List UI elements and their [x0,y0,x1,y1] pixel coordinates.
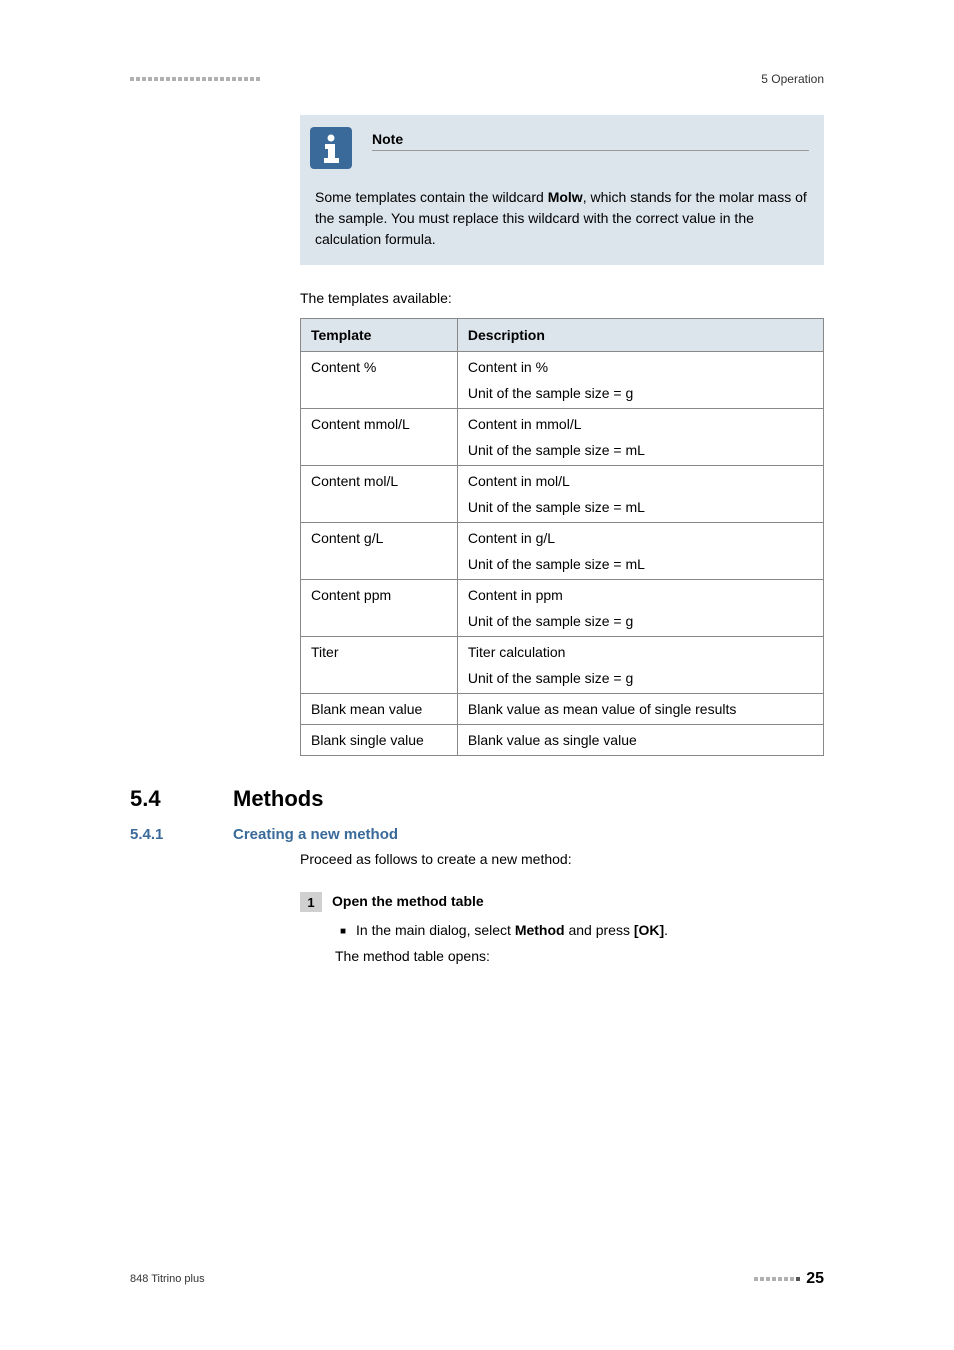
template-desc: Content in ppm Unit of the sample size =… [457,580,823,637]
info-icon [310,127,352,169]
template-desc: Blank value as single value [457,725,823,756]
table-row: Content mmol/L Content in mmol/L Unit of… [301,409,824,466]
method-intro: Proceed as follows to create a new metho… [300,849,824,870]
table-row: Content ppm Content in ppm Unit of the s… [301,580,824,637]
bullet-text: In the main dialog, select Method and pr… [356,922,668,938]
section-number: 5.4 [130,786,185,812]
template-name: Content ppm [301,580,458,637]
subsection-number: 5.4.1 [130,826,195,843]
template-desc: Content in g/L Unit of the sample size =… [457,523,823,580]
subsection-title: Creating a new method [233,826,398,843]
step-bullet: ■ In the main dialog, select Method and … [340,922,824,938]
note-box: Note Some templates contain the wildcard… [300,115,824,265]
table-row: Content mol/L Content in mol/L Unit of t… [301,466,824,523]
template-desc: Content in mol/L Unit of the sample size… [457,466,823,523]
note-text-pre: Some templates contain the wildcard [315,189,548,205]
template-name: Content % [301,352,458,409]
template-desc: Content in % Unit of the sample size = g [457,352,823,409]
templates-table: Template Description Content % Content i… [300,318,824,756]
table-row: Content % Content in % Unit of the sampl… [301,352,824,409]
header-decoration [130,77,260,81]
page-number: 25 [806,1270,824,1288]
footer-decoration [754,1277,800,1281]
template-desc: Titer calculation Unit of the sample siz… [457,637,823,694]
templates-intro: The templates available: [300,290,824,306]
note-title: Note [372,131,809,151]
template-name: Blank mean value [301,694,458,725]
template-name: Blank single value [301,725,458,756]
note-text-bold: Molw [548,189,583,205]
table-row: Titer Titer calculation Unit of the samp… [301,637,824,694]
footer-product: 848 Titrino plus [130,1273,205,1285]
template-name: Content mol/L [301,466,458,523]
note-body: Some templates contain the wildcard Molw… [300,169,824,265]
table-row: Content g/L Content in g/L Unit of the s… [301,523,824,580]
table-row: Blank mean value Blank value as mean val… [301,694,824,725]
bullet-icon: ■ [340,922,346,938]
template-desc: Content in mmol/L Unit of the sample siz… [457,409,823,466]
col-template-header: Template [301,319,458,352]
step-number: 1 [300,892,322,912]
template-desc: Blank value as mean value of single resu… [457,694,823,725]
step-followup: The method table opens: [335,948,824,964]
header-section: 5 Operation [761,72,824,86]
section-title: Methods [233,786,323,812]
template-name: Titer [301,637,458,694]
step-title: Open the method table [332,892,484,909]
template-name: Content mmol/L [301,409,458,466]
template-name: Content g/L [301,523,458,580]
table-row: Blank single value Blank value as single… [301,725,824,756]
col-description-header: Description [457,319,823,352]
